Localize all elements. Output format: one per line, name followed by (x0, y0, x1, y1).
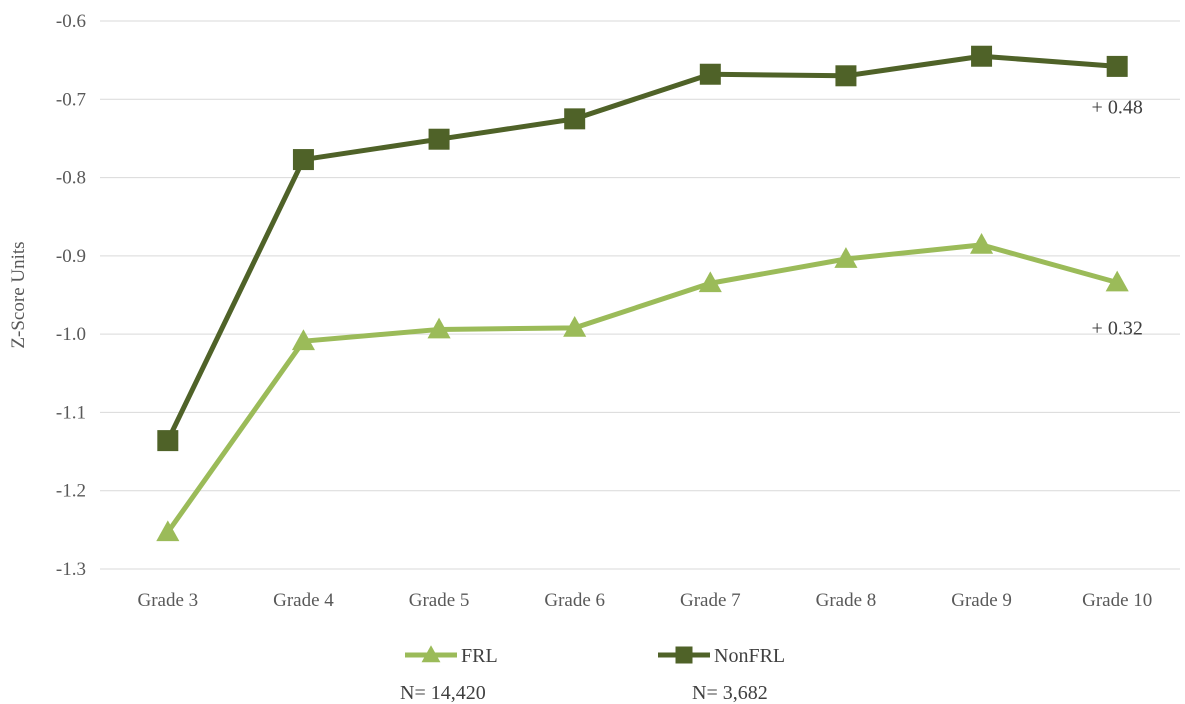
series-nonfrl (157, 45, 1128, 452)
data-point-square (971, 45, 993, 67)
data-point-square (292, 149, 314, 171)
data-point-square (564, 108, 586, 130)
y-tick-label: -0.8 (56, 168, 86, 189)
y-tick-label: -1.1 (56, 402, 86, 423)
y-tick-label: -1.0 (56, 324, 86, 345)
x-tick-label: Grade 9 (951, 590, 1012, 611)
y-axis-ticks: -0.6 -0.7 -0.8 -0.9 -1.0 -1.1 -1.2 -1.3 (56, 11, 86, 580)
legend-label: FRL (461, 645, 498, 667)
data-point-triangle (970, 233, 994, 254)
y-axis-title: Z-Score Units (8, 241, 29, 348)
data-point-triangle (834, 247, 858, 268)
data-point-triangle (156, 520, 180, 542)
annotations: + 0.32 + 0.48 (1092, 96, 1143, 339)
legend-label: NonFRL (714, 645, 785, 667)
legend-n-label: N= 14,420 (400, 682, 486, 704)
legend-item-nonfrl: NonFRL N= 3,682 (658, 645, 785, 704)
legend-item-frl: FRL N= 14,420 (400, 645, 498, 704)
x-tick-label: Grade 8 (816, 590, 877, 611)
data-point-square (428, 128, 450, 150)
series-line (165, 53, 1118, 442)
data-point-triangle (563, 316, 587, 337)
y-tick-label: -1.3 (56, 559, 86, 580)
y-tick-label: -1.2 (56, 481, 86, 502)
data-point-square (157, 430, 179, 452)
x-tick-label: Grade 5 (409, 590, 470, 611)
legend: FRL N= 14,420 NonFRL N= 3,682 (400, 645, 785, 704)
x-tick-label: Grade 4 (273, 590, 334, 611)
x-tick-label: Grade 10 (1082, 590, 1152, 611)
end-annotation: + 0.32 (1092, 317, 1143, 339)
data-point-triangle (291, 329, 315, 351)
x-tick-label: Grade 6 (544, 590, 605, 611)
data-point-triangle (1105, 270, 1129, 292)
data-point-triangle (698, 271, 722, 293)
data-point-triangle (427, 317, 451, 339)
data-point-triangle (421, 645, 441, 663)
y-tick-label: -0.6 (56, 11, 86, 32)
x-tick-label: Grade 7 (680, 590, 741, 611)
x-axis-ticks: Grade 3 Grade 4 Grade 5 Grade 6 Grade 7 Grade… (137, 590, 1152, 611)
data-point-square (675, 646, 693, 664)
x-tick-label: Grade 3 (137, 590, 198, 611)
y-tick-label: -0.9 (56, 246, 86, 267)
gridlines (100, 20, 1180, 570)
legend-n-label: N= 3,682 (692, 682, 768, 704)
series-line (165, 242, 1118, 534)
data-point-square (835, 65, 857, 87)
data-point-square (1106, 55, 1128, 77)
data-point-square (699, 63, 721, 85)
series-lines (156, 45, 1129, 542)
y-tick-label: -0.7 (56, 89, 86, 110)
end-annotation: + 0.48 (1092, 96, 1143, 118)
series-frl (156, 233, 1129, 542)
